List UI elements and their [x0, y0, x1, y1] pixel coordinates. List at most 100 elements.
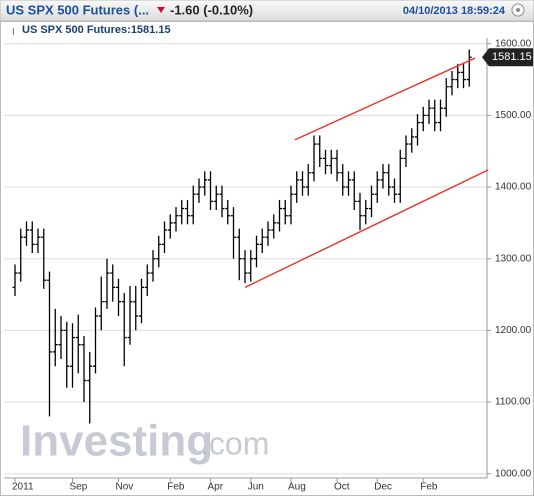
ohlc-bar — [328, 149, 334, 175]
trendline — [244, 169, 489, 289]
ohlc-bar — [93, 307, 98, 374]
ohlc-bar — [231, 207, 236, 259]
price-change: -1.60 (-0.10%) — [170, 2, 253, 17]
ohlc-bar — [277, 199, 282, 232]
ohlc-bar — [380, 164, 386, 189]
ohlc-bar — [305, 164, 311, 196]
last-price-label: 1581.15 — [492, 51, 532, 63]
ohlc-bar — [104, 258, 110, 309]
ohlc-bar — [466, 49, 472, 87]
ohlc-bar — [110, 264, 116, 302]
y-tick-label: 1200.00 — [495, 325, 532, 336]
ohlc-bar — [461, 63, 466, 89]
ohlc-bar — [179, 199, 185, 225]
ohlc-bar — [443, 78, 449, 117]
timestamp: 04/10/2013 18:59:24 — [403, 5, 506, 17]
ohlc-bar — [58, 316, 64, 360]
ohlc-bar — [351, 171, 357, 210]
ohlc-bar — [156, 235, 162, 268]
ohlc-bar — [87, 351, 93, 424]
y-tick-label: 1600.00 — [495, 38, 532, 49]
ohlc-bar — [397, 149, 403, 203]
ohlc-bar — [248, 250, 254, 282]
down-arrow — [157, 7, 165, 13]
ohlc-bar — [139, 278, 144, 324]
ohlc-bar — [271, 214, 277, 239]
trendline — [294, 57, 476, 141]
ohlc-bar — [311, 135, 317, 182]
ohlc-bar — [52, 308, 58, 367]
ohlc-bar — [415, 113, 420, 146]
x-tick-label: Nov — [116, 482, 134, 493]
ohlc-bar — [98, 276, 104, 331]
ohlc-bar — [432, 99, 438, 132]
ohlc-bar — [300, 171, 305, 196]
ohlc-bar — [363, 199, 369, 225]
ohlc-bar — [12, 264, 18, 296]
x-tick-label: Dec — [374, 482, 392, 493]
ohlc-bar — [190, 185, 196, 225]
ohlc-bar — [196, 178, 202, 203]
ohlc-bar — [75, 314, 81, 374]
ohlc-bar — [116, 278, 121, 317]
x-tick-label: Feb — [420, 482, 438, 493]
ohlc-bar — [70, 323, 75, 388]
ohlc-bar — [213, 185, 219, 210]
ohlc-bar — [374, 171, 380, 203]
x-tick-label: Apr — [208, 482, 224, 493]
x-tick-label: Oct — [334, 482, 350, 493]
ohlc-bar — [236, 228, 242, 281]
ohlc-bar — [357, 192, 363, 231]
ohlc-bar — [144, 264, 150, 296]
ohlc-bar — [259, 228, 265, 253]
ohlc-bar — [403, 135, 409, 167]
ohlc-bar — [18, 228, 24, 282]
ohlc-bar — [420, 106, 426, 132]
y-tick-label: 1400.00 — [495, 182, 532, 193]
y-tick-label: 1500.00 — [495, 110, 532, 121]
ohlc-bar — [265, 221, 271, 246]
ohlc-bar — [288, 185, 294, 225]
y-tick-label: 1100.00 — [495, 397, 531, 408]
y-tick-label: 1300.00 — [495, 253, 532, 264]
ohlc-bar — [64, 321, 70, 388]
ohlc-bar — [334, 149, 340, 182]
ohlc-bar — [294, 171, 300, 203]
ohlc-bar — [127, 285, 133, 345]
ohlc-bar — [254, 235, 259, 268]
ohlc-bar — [185, 199, 190, 225]
instrument-name[interactable]: US SPX 500 Futures (... — [6, 2, 149, 17]
ohlc-bar — [133, 285, 139, 331]
ohlc-bar — [455, 63, 461, 89]
last-price-tag — [482, 48, 533, 67]
ohlc-bar — [121, 293, 127, 367]
ohlc-bar — [47, 271, 52, 417]
ohlc-bar — [35, 228, 41, 253]
cursor-mark: ╷ — [10, 23, 17, 35]
watermark-suffix: .com — [200, 425, 269, 461]
settings-icon[interactable] — [511, 3, 525, 17]
ohlc-bar — [202, 171, 208, 196]
chart-subtitle: US SPX 500 Futures:1581.15 — [22, 24, 171, 36]
watermark-main: Investing — [20, 417, 213, 466]
ohlc-bar — [449, 70, 455, 96]
ohlc-bar — [323, 149, 328, 175]
ohlc-bar — [386, 164, 392, 196]
ohlc-bar — [409, 128, 415, 153]
x-tick-label: Jun — [248, 482, 264, 493]
ohlc-bar — [225, 199, 231, 225]
x-tick-label: Sep — [70, 482, 88, 493]
ohlc-bar — [208, 171, 213, 210]
ohlc-bar — [162, 221, 167, 253]
y-tick-label: 1000.00 — [495, 468, 532, 479]
watermark: Investing .com — [20, 417, 269, 466]
ohlc-bar — [242, 250, 248, 284]
ohlc-bar — [150, 250, 156, 282]
x-tick-label: Aug — [288, 482, 306, 493]
ohlc-bar — [369, 185, 374, 218]
ohlc-bar — [41, 228, 47, 289]
ohlc-bar — [282, 199, 288, 225]
x-tick-label: 2011 — [12, 482, 34, 493]
